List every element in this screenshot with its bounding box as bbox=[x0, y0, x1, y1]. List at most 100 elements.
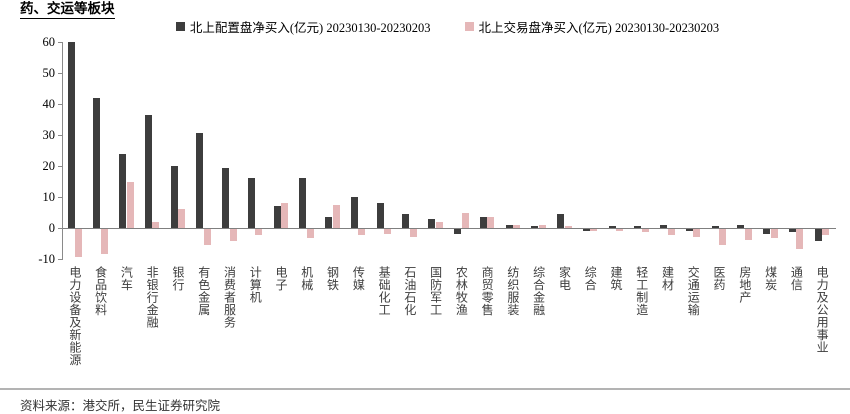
bar-allocation bbox=[222, 167, 230, 228]
x-axis-category-label: 机械 bbox=[299, 266, 314, 291]
bar-trading bbox=[822, 229, 830, 236]
y-axis-tick-label: 10 bbox=[42, 190, 56, 204]
bar-allocation bbox=[634, 226, 642, 228]
bar-trading bbox=[796, 229, 804, 250]
bar-allocation bbox=[608, 226, 616, 228]
x-axis-category-label: 综合 bbox=[583, 266, 598, 291]
source-note: 资料来源：港交所，民生证券研究院 bbox=[20, 399, 221, 413]
bar-trading bbox=[744, 229, 752, 240]
bar-trading bbox=[693, 229, 701, 237]
bar-allocation bbox=[325, 217, 333, 228]
x-axis-category-label: 电力设备及新能源 bbox=[67, 266, 82, 366]
bar-allocation bbox=[737, 224, 745, 228]
bar-allocation bbox=[196, 133, 204, 228]
y-axis-tick bbox=[58, 166, 63, 167]
legend-label-allocation: 北上配置盘净买入(亿元) 20230130-20230203 bbox=[189, 21, 431, 35]
x-axis-category-label: 轻工制造 bbox=[634, 266, 649, 316]
x-axis-category-label: 电力及公用事业 bbox=[815, 266, 830, 354]
bar-allocation bbox=[119, 153, 127, 228]
bar-allocation bbox=[273, 206, 281, 228]
bar-allocation bbox=[299, 178, 307, 228]
y-axis-tick-label: -10 bbox=[38, 252, 55, 266]
bar-allocation bbox=[479, 217, 487, 228]
bar-allocation bbox=[454, 229, 461, 234]
bar-trading bbox=[126, 181, 134, 228]
x-axis-category-label: 石油石化 bbox=[402, 266, 417, 316]
bar-allocation bbox=[247, 178, 255, 228]
section-title-text: 药、交运等板块 bbox=[20, 0, 115, 19]
x-axis-category-label: 消费者服务 bbox=[222, 266, 237, 329]
legend-swatch-allocation-icon bbox=[175, 22, 185, 31]
bar-trading bbox=[255, 229, 263, 236]
bar-trading bbox=[616, 229, 624, 231]
bar-trading bbox=[538, 224, 546, 228]
section-title-fragment: 药、交运等板块 bbox=[20, 0, 115, 19]
x-axis-category-label: 纺织服装 bbox=[505, 266, 520, 316]
y-axis-tick bbox=[58, 42, 63, 43]
bar-allocation bbox=[660, 224, 668, 228]
legend-item-allocation: 北上配置盘净买入(亿元) 20230130-20230203 bbox=[175, 17, 431, 36]
bar-trading bbox=[75, 229, 82, 257]
bar-allocation bbox=[144, 114, 152, 228]
source-divider bbox=[0, 388, 850, 390]
bar-trading bbox=[100, 229, 108, 254]
bar-trading bbox=[487, 217, 495, 228]
y-axis-tick-label: 0 bbox=[48, 221, 55, 235]
bar-trading bbox=[203, 229, 211, 245]
legend-item-trading: 北上交易盘净买入(亿元) 20230130-20230203 bbox=[464, 17, 720, 36]
x-axis-category-label: 交通运输 bbox=[686, 266, 701, 316]
x-axis-category-label: 通信 bbox=[789, 266, 804, 291]
x-axis-category-label: 房地产 bbox=[737, 266, 752, 304]
y-axis-tick-label: 50 bbox=[42, 66, 56, 80]
bar-trading bbox=[281, 203, 289, 228]
bar-trading bbox=[178, 209, 186, 228]
bar-trading bbox=[641, 229, 649, 233]
x-axis-category-label: 电子 bbox=[274, 266, 289, 291]
y-axis-tick-label: 30 bbox=[42, 128, 56, 142]
y-axis-tick-label: 20 bbox=[42, 159, 56, 173]
bar-allocation bbox=[350, 197, 358, 228]
bar-allocation bbox=[93, 97, 101, 228]
x-axis-category-label: 传媒 bbox=[351, 266, 366, 291]
bar-trading bbox=[384, 229, 392, 234]
x-axis-category-label: 汽车 bbox=[119, 266, 134, 291]
bar-allocation bbox=[402, 214, 410, 228]
x-axis-category-label: 国防军工 bbox=[428, 266, 443, 316]
x-axis-category-label: 计算机 bbox=[248, 266, 263, 304]
y-axis-tick bbox=[58, 228, 63, 229]
x-axis-category-label: 煤炭 bbox=[763, 266, 778, 291]
bar-allocation bbox=[582, 229, 590, 231]
y-axis-tick bbox=[58, 104, 63, 105]
x-axis-category-label: 建材 bbox=[660, 266, 675, 291]
bar-trading bbox=[332, 204, 340, 228]
bar-trading bbox=[152, 221, 160, 228]
y-axis-tick-label: 60 bbox=[42, 35, 56, 49]
x-axis-category-label: 基础化工 bbox=[377, 266, 392, 316]
x-axis-category-label: 钢铁 bbox=[325, 266, 340, 291]
bar-allocation bbox=[428, 218, 436, 228]
x-axis-category-label: 商贸零售 bbox=[480, 266, 495, 316]
bar-allocation bbox=[814, 229, 822, 242]
x-axis-category-label: 综合金融 bbox=[531, 266, 546, 316]
bar-allocation bbox=[376, 203, 384, 228]
y-axis-tick bbox=[58, 135, 63, 136]
bar-allocation bbox=[685, 229, 693, 231]
bar-trading bbox=[435, 221, 443, 228]
legend-swatch-trading-icon bbox=[464, 22, 474, 31]
bar-allocation bbox=[763, 229, 771, 234]
bar-trading bbox=[564, 226, 572, 228]
y-axis-tick-label: 40 bbox=[42, 97, 56, 111]
bar-allocation bbox=[67, 42, 75, 228]
bar-trading bbox=[667, 229, 675, 236]
x-axis-labels: 电力设备及新能源 食品饮料 汽车 非银行金融 银行 有色金属 消费者服务 计算机 电子 机械 钢铁传… bbox=[62, 266, 835, 388]
bar-allocation bbox=[505, 224, 513, 228]
legend-label-trading: 北上交易盘净买入(亿元) 20230130-20230203 bbox=[478, 21, 720, 35]
bar-trading bbox=[229, 229, 237, 242]
chart-legend: 北上配置盘净买入(亿元) 20230130-20230203 北上交易盘净买入(… bbox=[60, 17, 835, 36]
bar-trading bbox=[409, 229, 417, 237]
plot-area bbox=[58, 42, 836, 260]
y-axis-labels: 60 50 40 30 20 10 0 -10 bbox=[0, 35, 56, 266]
bar-allocation bbox=[788, 229, 796, 233]
x-axis-category-label: 农林牧渔 bbox=[454, 266, 469, 316]
